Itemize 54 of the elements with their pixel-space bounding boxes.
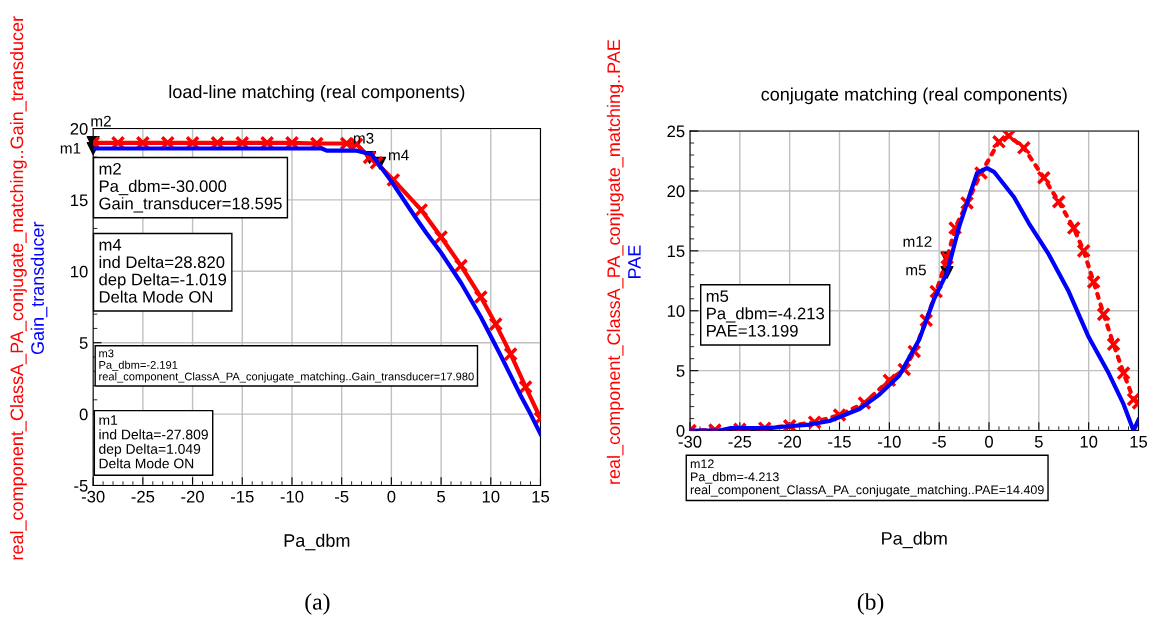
x-tick-label: 5 bbox=[1034, 436, 1043, 448]
x-tick-label: -20 bbox=[181, 490, 204, 503]
text: Gain_transducer bbox=[30, 221, 48, 355]
y-tick-label: 10 bbox=[667, 305, 685, 317]
x-tick-label: -10 bbox=[280, 490, 304, 503]
x-tick-label: 15 bbox=[1130, 436, 1148, 448]
text: (b) bbox=[857, 593, 884, 615]
x-tick-label: 5 bbox=[437, 490, 446, 503]
text: (a) bbox=[305, 593, 330, 615]
annotation: m2 Pa_dbm=-30.000 Gain_transducer=18.595 bbox=[99, 162, 282, 213]
x-tick-label: -20 bbox=[778, 435, 802, 448]
y-tick-label: 5 bbox=[676, 365, 685, 377]
x-tick-label: -25 bbox=[728, 435, 752, 448]
x-tick-label: 0 bbox=[387, 490, 396, 503]
text: PAE bbox=[628, 245, 641, 278]
annotation: m1 bbox=[60, 143, 81, 154]
x-tick-label: 0 bbox=[985, 435, 993, 448]
x-tick-label: 10 bbox=[1080, 435, 1098, 448]
x-tick-label: -25 bbox=[131, 490, 155, 503]
x-tick-label: -5 bbox=[335, 490, 349, 503]
annotation: m4 bbox=[389, 149, 409, 161]
annotation: m1 ind Delta=-27.809 dep Delta=1.049 Delta Mode ON bbox=[99, 415, 208, 469]
chart-title: load-line matching (real components) bbox=[169, 84, 465, 102]
x-tick-label: 15 bbox=[532, 490, 550, 503]
y-tick-label: 15 bbox=[667, 245, 685, 258]
annotation: m5 Pa_dbm=-4.213 PAE=13.199 bbox=[706, 290, 825, 337]
x-axis-title: Pa_dbm bbox=[284, 533, 350, 551]
annotation: m3 bbox=[353, 132, 374, 144]
chart-title: conjugate matching (real components) bbox=[761, 87, 1067, 105]
y-tick-label: -5 bbox=[74, 480, 88, 492]
annotation: m12 bbox=[903, 236, 932, 247]
x-tick-label: -5 bbox=[932, 436, 946, 448]
y-tick-label: 20 bbox=[70, 122, 88, 135]
text: m12 Pa_dbm=-4.213 real_component_ClassA_PA_conjugate_matching..PAE=14.409 bbox=[690, 459, 1044, 497]
annotation: m3 Pa_dbm=-2.191 real_component_ClassA_PA_conjugate_matching..Gain_transducer=17.980 bbox=[99, 349, 474, 383]
annotation: m4 ind Delta=28.820 dep Delta=-1.019 Delta Mode ON bbox=[99, 239, 227, 303]
x-tick-label: -30 bbox=[678, 435, 702, 448]
text: real_component_ClassA_PA_conjugate_matching..Gain_transducer bbox=[9, 16, 27, 560]
annotation: m2 bbox=[91, 115, 111, 127]
x-tick-label: 10 bbox=[482, 490, 500, 503]
y-tick-label: 10 bbox=[71, 265, 88, 278]
y-tick-label: 0 bbox=[676, 424, 685, 437]
y-tick-label: 15 bbox=[71, 194, 88, 207]
annotation: m5 bbox=[906, 264, 926, 276]
y-tick-label: 0 bbox=[79, 408, 88, 421]
x-axis-title: Pa_dbm bbox=[882, 531, 947, 549]
x-tick-label: -15 bbox=[828, 436, 851, 448]
x-tick-label: -15 bbox=[230, 490, 254, 503]
text: real_component_ClassA_PA_conjugate_matching..PAE bbox=[606, 39, 624, 484]
y-tick-label: 25 bbox=[667, 125, 685, 138]
x-tick-label: -10 bbox=[878, 435, 901, 448]
x-tick-label: -30 bbox=[81, 490, 105, 503]
y-tick-label: 20 bbox=[667, 185, 685, 198]
y-tick-label: 5 bbox=[79, 337, 88, 349]
